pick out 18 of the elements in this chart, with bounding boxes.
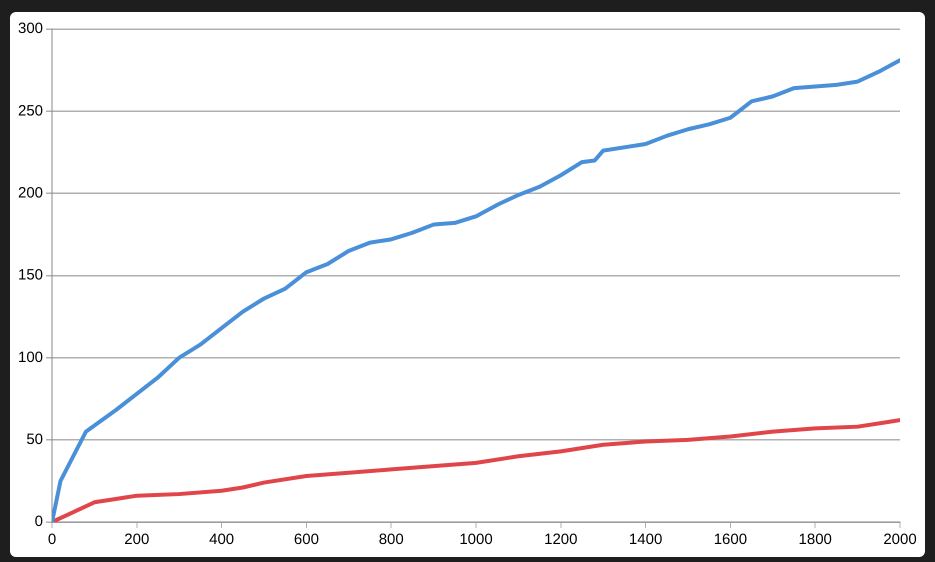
x-tick-label: 200: [124, 531, 150, 548]
x-tick-label: 1200: [544, 531, 578, 548]
x-tick-label: 600: [294, 531, 319, 548]
x-tick-label: 2000: [883, 531, 917, 548]
x-tick-label: 0: [48, 531, 56, 548]
y-tick-label: 250: [18, 102, 44, 120]
y-tick-label: 100: [18, 348, 44, 366]
x-tick-label: 1800: [798, 531, 832, 548]
x-tick-label: 400: [209, 531, 234, 548]
y-tick-label: 150: [18, 266, 44, 284]
y-tick-label: 50: [26, 430, 44, 448]
x-tick-label: 1400: [628, 531, 662, 548]
y-tick-label: 200: [18, 184, 44, 202]
x-tick-label: 1000: [459, 531, 493, 548]
x-tick-label: 1600: [714, 531, 748, 548]
y-tick-label: 0: [34, 513, 44, 530]
y-tick-label: 300: [18, 20, 44, 38]
x-tick-label: 800: [378, 531, 404, 548]
